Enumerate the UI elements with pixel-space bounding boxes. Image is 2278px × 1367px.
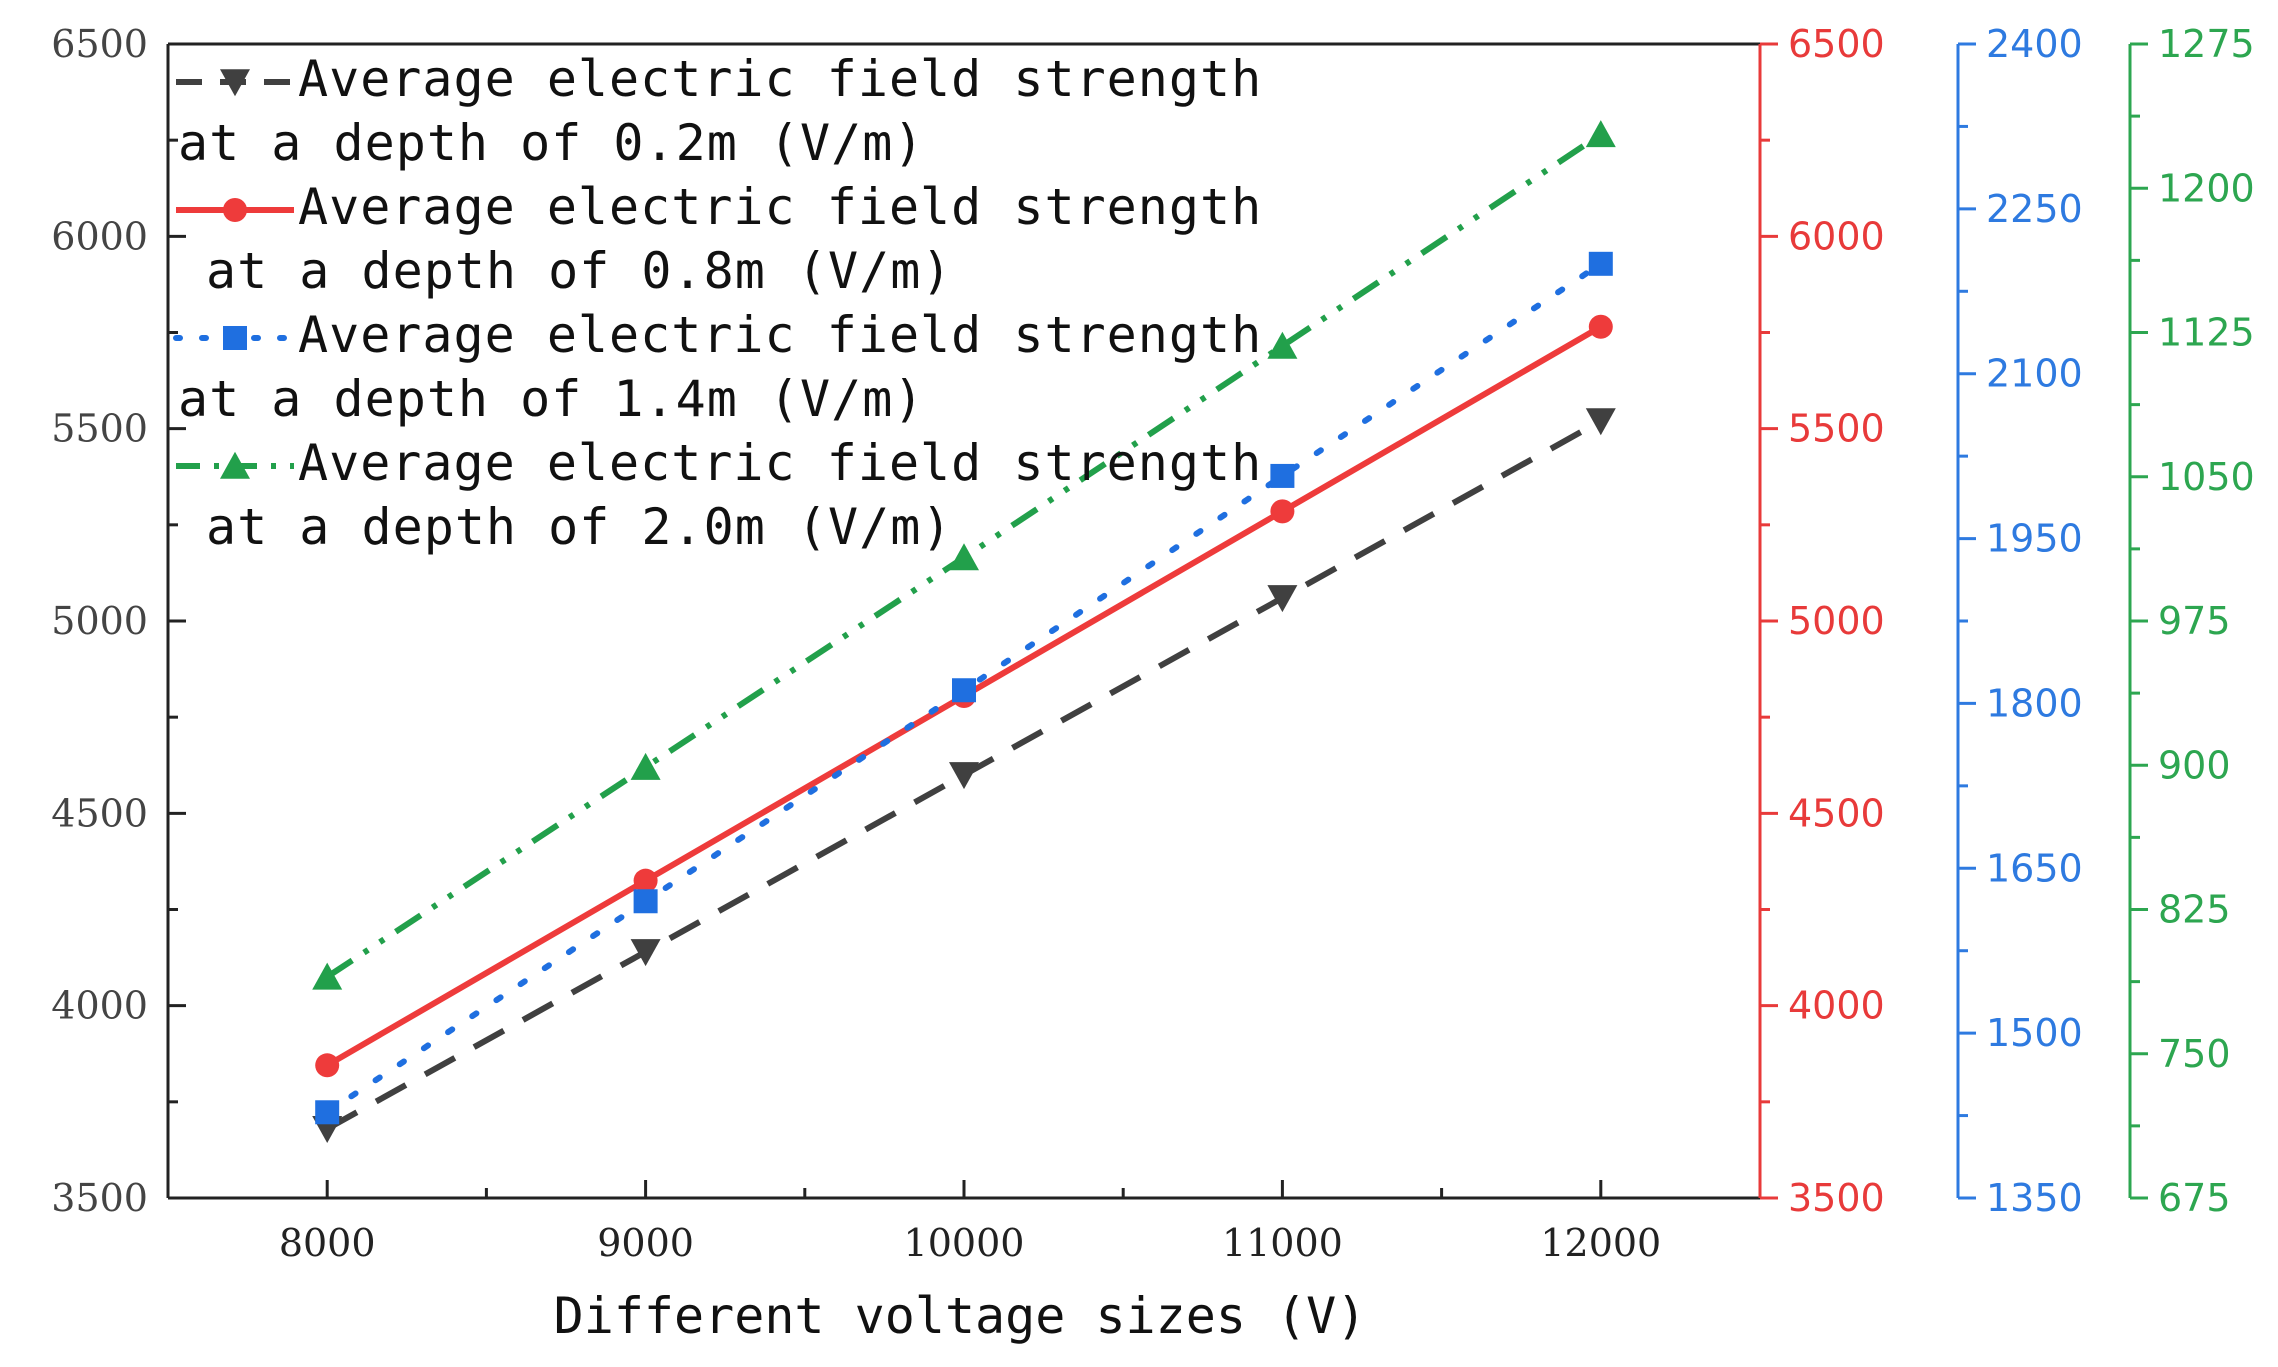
legend-entry-1: Average electric field strength at a dept… [176,50,1262,172]
y-tick-label-y4: 1275 [2158,22,2255,66]
data-point-marker [1267,331,1298,359]
data-point-marker [312,962,343,990]
legend: Average electric field strength at a dept… [173,50,1262,556]
y-tick-label-y3: 1650 [1986,846,2083,890]
data-point-marker [315,1053,340,1078]
data-point-marker [1588,314,1613,339]
data-point-marker [223,198,247,222]
axes-layer: 8000 9000 10000 11000 12000 3500 4000 4500 5000 5… [51,22,2254,1265]
y-tick-label-y1: 4000 [51,984,148,1028]
y-tick-label-y4: 675 [2158,1176,2231,1220]
y-tick-label-y1: 5000 [51,599,148,643]
data-point-marker [1588,251,1613,276]
data-point-marker [220,69,250,97]
data-point-marker [630,939,661,967]
y-tick-label-y3: 1500 [1986,1011,2083,1055]
y-tick-label-y2: 4000 [1788,984,1885,1028]
data-point-marker [1270,499,1295,524]
y-tick-label-y2: 4500 [1788,791,1885,835]
y-tick-label-y1: 4500 [51,791,148,835]
y-tick-label-y4: 975 [2158,599,2231,643]
data-point-marker [630,752,661,780]
series-line [324,260,1604,1116]
legend-label-line2: at a depth of 0.2m (V/m) [178,114,924,172]
x-tick-label: 9000 [597,1221,694,1265]
series-4 [312,120,1616,990]
legend-label-line1: Average electric field strength [298,434,1262,492]
data-point-marker [223,326,247,350]
y-tick-label-y4: 825 [2158,888,2231,932]
y-tick-label-y1: 3500 [51,1176,148,1220]
y-tick-label-y2: 6500 [1788,22,1885,66]
x-tick-label: 11000 [1222,1221,1343,1265]
data-point-marker [315,1100,340,1125]
data-point-marker [220,451,250,479]
y-tick-label-y3: 2250 [1986,187,2083,231]
legend-entry-2: Average electric field strength at a dept… [176,178,1262,300]
data-point-marker [1585,408,1616,436]
data-point-marker [633,889,658,914]
y-tick-label-y4: 750 [2158,1032,2231,1076]
y-tick-label-y3: 1950 [1986,517,2083,561]
data-point-marker [1270,463,1295,488]
series-layer [312,120,1616,1144]
y-tick-label-y2: 5000 [1788,599,1885,643]
y-tick-label-y4: 1050 [2158,455,2255,499]
x-tick-label: 12000 [1540,1221,1661,1265]
data-point-marker [1267,585,1298,613]
legend-label-line2: at a depth of 1.4m (V/m) [178,370,924,428]
x-axis-title: Different voltage sizes (V) [554,1287,1367,1345]
legend-label-line1: Average electric field strength [298,50,1262,108]
legend-label-line2: at a depth of 2.0m (V/m) [206,498,952,556]
data-point-marker [949,762,979,790]
y-tick-label-y2: 5500 [1788,407,1885,451]
y-tick-label-y2: 6000 [1788,214,1885,258]
legend-label-line1: Average electric field strength [298,178,1262,236]
x-tick-label: 10000 [904,1221,1025,1265]
y-tick-label-y3: 1350 [1986,1176,2083,1220]
data-point-marker [1585,120,1616,148]
y-tick-label-y1: 6500 [51,22,148,66]
legend-label-line2: at a depth of 0.8m (V/m) [206,242,952,300]
y-tick-label-y4: 1125 [2158,311,2255,355]
legend-entry-4: Average electric field strength at a dept… [176,434,1262,556]
y-tick-label-y4: 900 [2158,743,2231,787]
y-tick-label-y1: 6000 [51,214,148,258]
data-point-marker [949,543,979,571]
series-3 [315,251,1613,1125]
x-tick-label: 8000 [279,1221,376,1265]
y-tick-label-y3: 2100 [1986,352,2083,396]
y-tick-label-y3: 1800 [1986,681,2083,725]
y-tick-label-y4: 1200 [2158,166,2255,210]
legend-label-line1: Average electric field strength [298,306,1262,364]
y-tick-label-y3: 2400 [1986,22,2083,66]
data-point-marker [633,868,658,893]
data-point-marker [952,678,976,703]
legend-entry-3: Average electric field strength at a dept… [173,306,1262,428]
y-tick-label-y2: 3500 [1788,1176,1885,1220]
y-tick-label-y1: 5500 [51,407,148,451]
